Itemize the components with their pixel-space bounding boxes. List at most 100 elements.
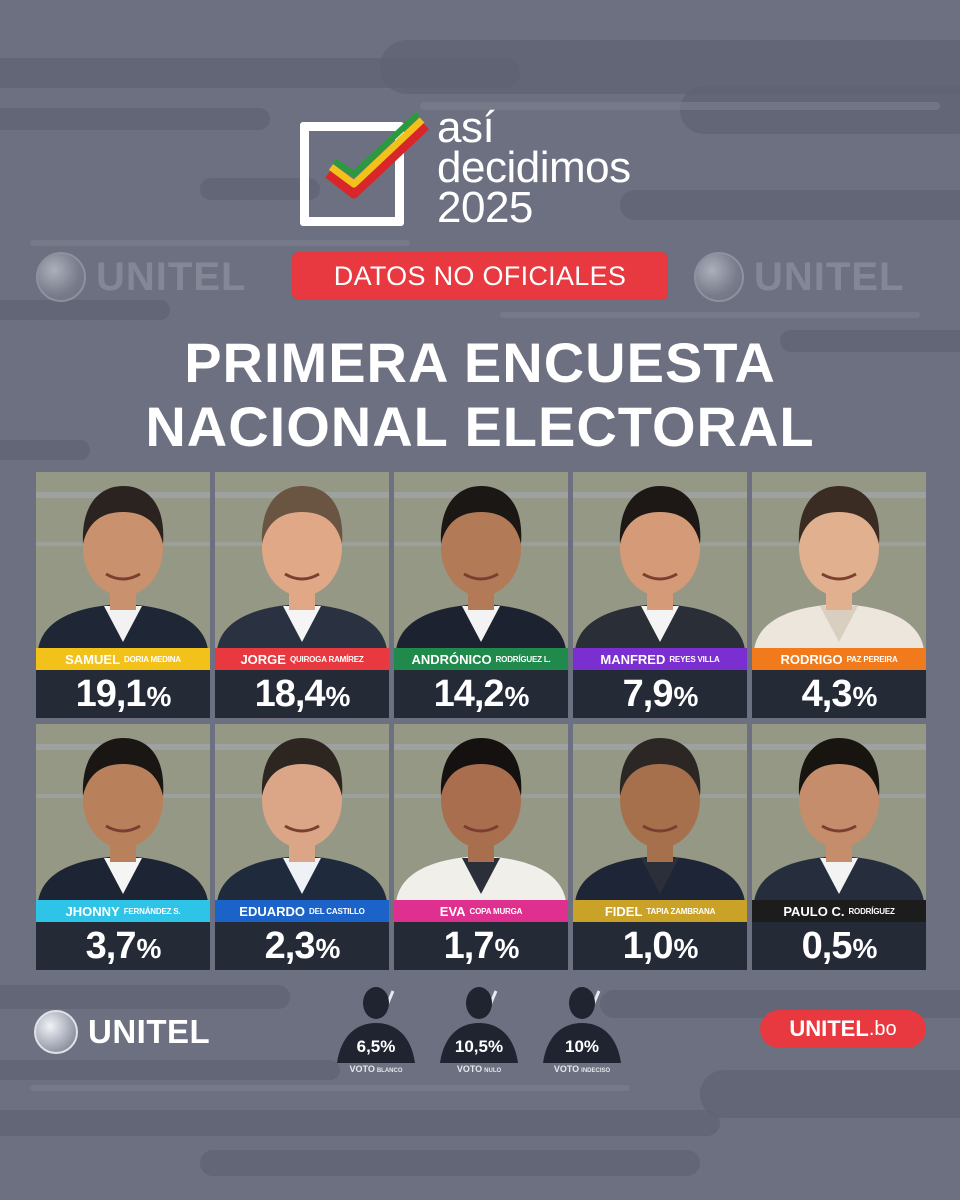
candidate-card: EDUARDO DEL CASTILLO 2,3% bbox=[215, 724, 389, 970]
percent-symbol: % bbox=[494, 933, 519, 964]
candidate-name-bar: JORGE QUIROGA RAMÍREZ bbox=[215, 648, 389, 670]
candidate-last-name: QUIROGA RAMÍREZ bbox=[289, 654, 364, 664]
percent-value: 1,7 bbox=[443, 924, 495, 967]
candidate-name-bar: FIDEL TAPIA ZAMBRANA bbox=[573, 900, 747, 922]
candidate-last-name: REYES VILLA bbox=[669, 654, 720, 664]
other-vote-label: VOTO BLANCO bbox=[349, 1064, 403, 1074]
candidate-card: RODRIGO PAZ PEREIRA 4,3% bbox=[752, 472, 926, 718]
candidate-name-bar: JHONNY FERNÁNDEZ S. bbox=[36, 900, 210, 922]
unofficial-data-badge: DATOS NO OFICIALES bbox=[292, 252, 668, 300]
candidate-first-name: PAULO C. bbox=[783, 903, 845, 919]
checkmark-icon bbox=[325, 112, 430, 199]
footer-brand: UNITEL bbox=[34, 1010, 210, 1054]
other-vote-item: 6,5% VOTO BLANCO bbox=[333, 985, 419, 1075]
percent-symbol: % bbox=[136, 933, 161, 964]
watermark-text: UNITEL bbox=[96, 254, 247, 299]
percent-value: 14,2 bbox=[433, 672, 505, 715]
candidate-percent: 0,5% bbox=[752, 922, 926, 970]
percent-value: 2,3 bbox=[264, 924, 316, 967]
candidate-percent: 19,1% bbox=[36, 670, 210, 718]
watermark-left: UNITEL bbox=[36, 252, 246, 302]
percent-value: 7,9 bbox=[622, 672, 674, 715]
voter-silhouette-icon bbox=[440, 987, 518, 1063]
candidate-photo bbox=[394, 472, 568, 650]
logo-line-1: así bbox=[437, 103, 495, 152]
site-brand-text: UNITEL bbox=[789, 1016, 869, 1041]
site-domain-text: .bo bbox=[868, 1017, 897, 1040]
candidate-percent: 2,3% bbox=[215, 922, 389, 970]
candidate-photo bbox=[36, 472, 210, 650]
percent-value: 4,3 bbox=[801, 672, 853, 715]
person-silhouette-icon bbox=[215, 472, 389, 650]
logo-checkbox-icon bbox=[300, 122, 404, 226]
percent-symbol: % bbox=[504, 681, 530, 712]
candidate-card: JHONNY FERNÁNDEZ S. 3,7% bbox=[36, 724, 210, 970]
person-silhouette-icon bbox=[573, 724, 747, 902]
person-silhouette-icon bbox=[36, 472, 210, 650]
other-vote-percent: 10,5% bbox=[454, 1037, 504, 1056]
candidate-first-name: ANDRÓNICO bbox=[411, 651, 492, 667]
candidate-photo bbox=[36, 724, 210, 902]
voter-silhouette-icon bbox=[337, 987, 415, 1063]
candidate-name-bar: EDUARDO DEL CASTILLO bbox=[215, 900, 389, 922]
percent-symbol: % bbox=[673, 681, 698, 712]
percent-symbol: % bbox=[852, 933, 877, 964]
candidate-name-bar: MANFRED REYES VILLA bbox=[573, 648, 747, 670]
candidate-last-name: DEL CASTILLO bbox=[309, 906, 365, 916]
percent-symbol: % bbox=[146, 681, 172, 712]
candidate-first-name: MANFRED bbox=[600, 651, 666, 667]
candidate-last-name: PAZ PEREIRA bbox=[846, 654, 898, 664]
title-line-1: PRIMERA ENCUESTA bbox=[184, 331, 776, 394]
title-line-2: NACIONAL ELECTORAL bbox=[145, 395, 815, 458]
unitel-orb-icon bbox=[34, 1010, 78, 1054]
site-badge[interactable]: UNITEL .bo bbox=[760, 1010, 926, 1048]
candidate-last-name: DORIA MEDINA bbox=[124, 654, 181, 664]
percent-value: 18,4 bbox=[254, 672, 326, 715]
candidate-first-name: JORGE bbox=[240, 651, 286, 667]
candidate-name-bar: ANDRÓNICO RODRÍGUEZ L. bbox=[394, 648, 568, 670]
other-vote-label: VOTO NULO bbox=[456, 1064, 502, 1074]
percent-symbol: % bbox=[852, 681, 877, 712]
percent-value: 1,0 bbox=[622, 924, 674, 967]
candidate-percent: 3,7% bbox=[36, 922, 210, 970]
unitel-orb-icon bbox=[36, 252, 86, 302]
candidate-percent: 14,2% bbox=[394, 670, 568, 718]
other-vote-item: 10% VOTO INDECISO bbox=[539, 985, 625, 1075]
person-silhouette-icon bbox=[394, 724, 568, 902]
other-vote-percent: 10% bbox=[564, 1037, 600, 1056]
other-vote-item: 10,5% VOTO NULO bbox=[436, 985, 522, 1075]
candidate-card: MANFRED REYES VILLA 7,9% bbox=[573, 472, 747, 718]
candidate-name-bar: EVA COPA MURGA bbox=[394, 900, 568, 922]
candidate-percent: 1,7% bbox=[394, 922, 568, 970]
percent-value: 3,7 bbox=[85, 924, 137, 967]
candidate-percent: 18,4% bbox=[215, 670, 389, 718]
person-silhouette-icon bbox=[36, 724, 210, 902]
candidate-last-name: FERNÁNDEZ S. bbox=[123, 906, 181, 916]
candidate-photo bbox=[394, 724, 568, 902]
candidate-first-name: EDUARDO bbox=[239, 903, 306, 919]
candidate-photo bbox=[752, 724, 926, 902]
person-silhouette-icon bbox=[215, 724, 389, 902]
candidate-name-bar: SAMUEL DORIA MEDINA bbox=[36, 648, 210, 670]
candidate-percent: 7,9% bbox=[573, 670, 747, 718]
candidate-photo bbox=[573, 472, 747, 650]
candidate-first-name: RODRIGO bbox=[780, 651, 843, 667]
percent-symbol: % bbox=[673, 933, 698, 964]
other-vote-label: VOTO INDECISO bbox=[553, 1064, 611, 1074]
logo-wordmark: así decidimos 2025 bbox=[437, 103, 631, 230]
candidate-card: SAMUEL DORIA MEDINA 19,1% bbox=[36, 472, 210, 718]
candidate-photo bbox=[752, 472, 926, 650]
candidate-first-name: FIDEL bbox=[604, 903, 643, 919]
candidate-photo bbox=[215, 724, 389, 902]
candidate-first-name: JHONNY bbox=[65, 903, 120, 919]
person-silhouette-icon bbox=[752, 472, 926, 650]
candidate-card: JORGE QUIROGA RAMÍREZ 18,4% bbox=[215, 472, 389, 718]
footer-brand-text: UNITEL bbox=[88, 1013, 211, 1050]
person-silhouette-icon bbox=[394, 472, 568, 650]
candidate-percent: 4,3% bbox=[752, 670, 926, 718]
percent-value: 19,1 bbox=[75, 672, 147, 715]
person-silhouette-icon bbox=[573, 472, 747, 650]
candidate-name-bar: PAULO C. RODRÍGUEZ bbox=[752, 900, 926, 922]
percent-value: 0,5 bbox=[801, 924, 853, 967]
candidate-last-name: COPA MURGA bbox=[469, 906, 523, 916]
